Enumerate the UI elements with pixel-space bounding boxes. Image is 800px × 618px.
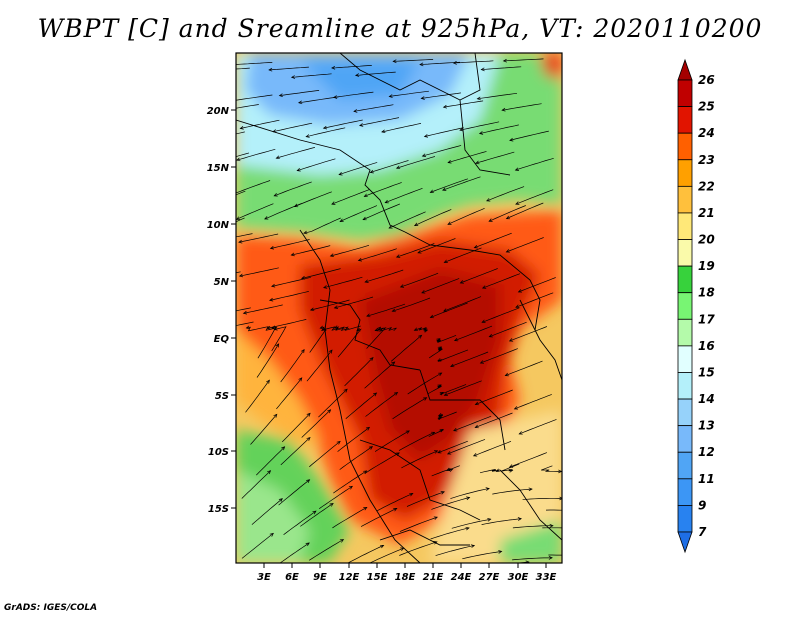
lon-label: 33E <box>536 572 557 583</box>
streamlines <box>236 58 562 563</box>
latitude-axis: 20N 15N 10N 5N EQ 5S 10S 15S <box>207 106 236 515</box>
colorbar-label: 24 <box>698 126 715 140</box>
colorbar-label: 26 <box>698 73 715 87</box>
colorbar-label: 22 <box>698 179 715 193</box>
colorbar-segment <box>677 265 693 294</box>
lon-label: 9E <box>313 572 327 583</box>
lon-label: 21E <box>423 572 444 583</box>
colorbar-segment <box>677 478 693 506</box>
lat-label: 10S <box>208 447 229 458</box>
colorbar-label: 11 <box>698 472 715 486</box>
lon-label: 30E <box>508 572 529 583</box>
lat-label: 5N <box>214 277 230 288</box>
wbpt-field <box>236 53 562 563</box>
lat-label: EQ <box>214 334 230 345</box>
colorbar-label: 9 <box>698 498 706 512</box>
colorbar-segment <box>677 292 693 320</box>
colorbar-segment <box>677 425 693 453</box>
colorbar-segment <box>677 345 693 373</box>
colorbar-label: 13 <box>698 419 715 433</box>
colorbar-label: 20 <box>698 233 715 247</box>
lon-label: 15E <box>367 572 388 583</box>
grads-credit: GrADS: IGES/COLA <box>4 603 98 613</box>
lon-label: 24E <box>451 572 472 583</box>
colorbar-label: 21 <box>698 206 715 220</box>
map-frame <box>235 52 563 564</box>
lon-label: 12E <box>339 572 360 583</box>
colorbar-label: 16 <box>698 339 715 353</box>
lon-label: 27E <box>479 572 500 583</box>
lat-label: 15N <box>207 163 230 174</box>
lon-label: 3E <box>257 572 271 583</box>
colorbar-label: 14 <box>698 392 715 406</box>
country-borders <box>236 53 562 563</box>
colorbar-min-arrow <box>677 531 693 554</box>
lon-label: 6E <box>285 572 299 583</box>
colorbar-label: 7 <box>698 525 707 539</box>
colorbar-label: 15 <box>698 365 715 379</box>
colorbar-segment <box>677 318 693 347</box>
colorbar-segment <box>677 79 693 107</box>
colorbar-label: 12 <box>698 445 715 459</box>
colorbar-segment <box>677 451 693 480</box>
colorbar-segment <box>677 398 693 427</box>
lat-label: 15S <box>208 504 229 515</box>
colorbar-segment <box>677 185 693 214</box>
colorbar-segment <box>677 159 693 187</box>
colorbar-segment <box>677 372 693 400</box>
colorbar-label: 17 <box>698 312 715 326</box>
colorbar-segment <box>677 132 693 161</box>
map-title: WBPT [C] and Sreamline at 925hPa, VT: 20… <box>37 14 763 43</box>
lat-label: 5S <box>215 391 229 402</box>
lon-label: 18E <box>395 572 416 583</box>
colorbar-label: 18 <box>698 286 715 300</box>
colorbar-label: 23 <box>698 153 715 167</box>
colorbar-label: 19 <box>698 259 715 273</box>
colorbar-segment <box>677 106 693 134</box>
lat-label: 20N <box>207 106 230 117</box>
colorbar-segment <box>677 239 693 267</box>
colorbar-label: 25 <box>698 100 715 114</box>
colorbar: 26 25 24 23 22 21 20 19 18 17 16 15 14 13 12 11 9 7 <box>677 58 715 554</box>
colorbar-segment <box>677 505 693 533</box>
colorbar-segment <box>677 212 693 240</box>
colorbar-max-arrow <box>677 58 693 81</box>
lat-label: 10N <box>207 220 230 231</box>
longitude-axis: 3E 6E 9E 12E 15E 18E 21E 24E 27E 30E 33E <box>257 563 557 583</box>
